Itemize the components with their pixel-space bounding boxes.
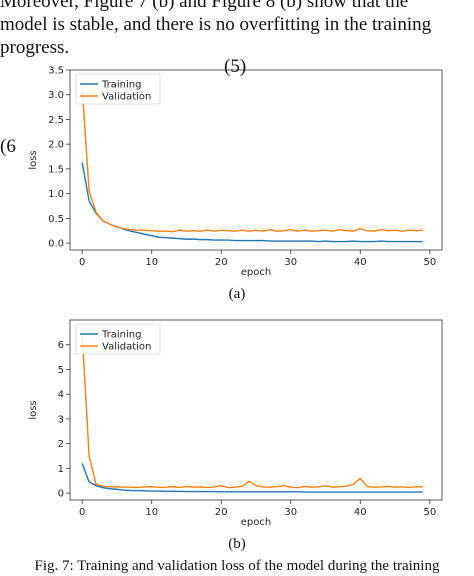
- y-tick-label: 1: [58, 464, 64, 475]
- figure-7a: 0 10 20 30 40 50 0.0 0.5 1.0 1.5 2.0 2.5 3.0 3.5 epoch…: [0, 62, 474, 284]
- legend-label-validation: Validation: [102, 92, 151, 103]
- paragraph-line-2: model is stable, and there is no overfit…: [0, 14, 432, 35]
- series-line-training: [81, 162, 423, 243]
- subfigure-label-a: (a): [228, 286, 246, 302]
- plot-frame: [69, 319, 443, 501]
- x-tick-label: 0: [79, 257, 85, 268]
- equation-number-5: (5): [224, 56, 247, 77]
- loss-chart-a: 0 10 20 30 40 50 0.0 0.5 1.0 1.5 2.0 2.5 3.0 3.5 epoch…: [28, 66, 443, 278]
- x-tick-label: 50: [423, 257, 436, 268]
- y-axis-label: loss: [28, 400, 39, 419]
- x-tick-label: 30: [284, 257, 297, 268]
- series-line-validation: [81, 333, 423, 489]
- figure-7b: 0 10 20 30 40 50 0 1 2 3 4 5 6 epoch loss Training Valid…: [0, 312, 474, 534]
- x-tick-label: 40: [354, 507, 367, 518]
- equation-number-6: (6: [0, 136, 16, 157]
- y-tick-label: 2.0: [48, 140, 64, 151]
- y-tick-label: 0.0: [48, 239, 64, 250]
- y-tick-label: 3.0: [48, 90, 64, 101]
- y-tick-label: 1.0: [48, 189, 64, 200]
- x-tick-label: 10: [145, 507, 158, 518]
- series-line-validation: [81, 87, 423, 233]
- legend-label-validation: Validation: [102, 342, 151, 353]
- x-tick-label: 50: [423, 507, 436, 518]
- x-axis-label: epoch: [241, 267, 271, 278]
- loss-chart-b: 0 10 20 30 40 50 0 1 2 3 4 5 6 epoch loss TrainingValid…: [28, 319, 443, 528]
- y-tick-label: 5: [58, 365, 64, 376]
- x-axis-label: epoch: [241, 517, 271, 528]
- x-tick-label: 20: [215, 257, 228, 268]
- y-tick-label: 0: [58, 489, 64, 500]
- plot-frame: [69, 69, 443, 251]
- subfigure-label-b: (b): [228, 536, 246, 552]
- x-tick-label: 30: [284, 507, 297, 518]
- y-tick-label: 1.5: [48, 164, 64, 175]
- paragraph-line-1: Moreover, Figure 7 (b) and Figure 8 (b) …: [0, 0, 409, 12]
- legend-label-training: Training: [101, 330, 141, 341]
- x-tick-label: 10: [145, 257, 158, 268]
- figure-caption: Fig. 7: Training and validation loss of …: [34, 558, 440, 574]
- y-tick-label: 2: [58, 439, 64, 450]
- y-tick-label: 4: [58, 390, 64, 401]
- x-tick-label: 0: [79, 507, 85, 518]
- y-axis-label: loss: [28, 150, 39, 169]
- y-tick-label: 3: [58, 414, 64, 425]
- y-tick-label: 3.5: [48, 66, 64, 77]
- paragraph-line-3: progress.: [0, 37, 70, 58]
- series-line-training: [81, 463, 423, 493]
- y-tick-label: 6: [58, 340, 64, 351]
- x-tick-label: 20: [215, 507, 228, 518]
- legend-label-training: Training: [101, 80, 141, 91]
- x-tick-label: 40: [354, 257, 367, 268]
- y-tick-label: 0.5: [48, 214, 64, 225]
- y-tick-label: 2.5: [48, 115, 64, 126]
